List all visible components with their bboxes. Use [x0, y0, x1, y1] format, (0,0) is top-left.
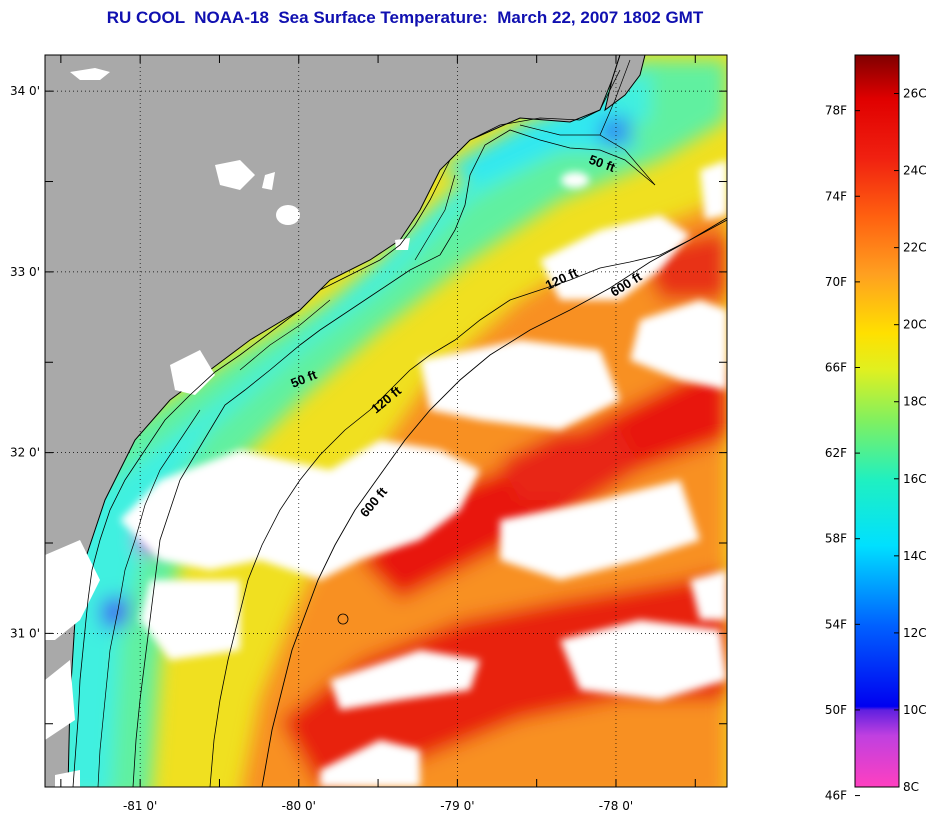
lat-label: 32 0' [10, 446, 40, 460]
colorbar-f-label: 70F [825, 275, 847, 289]
colorbar-c-label: 26C [903, 87, 927, 101]
colorbar-f-label: 78F [825, 104, 847, 118]
cloud-region-east-1 [540, 215, 690, 300]
colorbar-c-label: 16C [903, 472, 927, 486]
colorbar-f-label: 66F [825, 360, 847, 374]
colorbar-c-label: 12C [903, 626, 927, 640]
colorbar-c-label: 18C [903, 395, 927, 409]
cloud-region-mid [420, 340, 620, 430]
coastline-detail [72, 69, 621, 787]
lat-label: 33 0' [10, 265, 40, 279]
map-ticks [45, 55, 727, 787]
colorbar-fahrenheit-labels: 78F 74F 70F 66F 62F 58F 54F 50F 46F [825, 104, 860, 803]
colorbar-f-label: 74F [825, 189, 847, 203]
lon-label: -78 0' [599, 799, 633, 813]
isobath-50ft [132, 129, 656, 787]
colorbar-f-label: 54F [825, 617, 847, 631]
cloud-region-southwest [140, 580, 240, 660]
cloud-region-east-2 [630, 300, 727, 390]
colorbar-f-label: 58F [825, 532, 847, 546]
isobath-600ft [261, 217, 727, 787]
latitude-labels: 34 0' 33 0' 32 0' 31 0' [10, 84, 40, 640]
cold-spot-blue-3 [600, 115, 630, 145]
gulf-stream-red-3 [500, 430, 640, 500]
lon-label: -80 0' [282, 799, 316, 813]
small-ring [337, 613, 349, 625]
colorbar-c-label: 14C [903, 549, 927, 563]
lat-label: 31 0' [10, 626, 40, 640]
cloud-region-south-3 [320, 740, 420, 787]
gulf-stream-red-2 [280, 570, 727, 787]
cloud-region-e-small [690, 570, 727, 620]
cloud-region-center [500, 480, 700, 580]
cloud-spot-1 [561, 172, 589, 188]
colorbar-c-label: 24C [903, 164, 927, 178]
graticule [45, 55, 727, 787]
colorbar-gradient [854, 54, 900, 788]
lon-label: -79 0' [440, 799, 474, 813]
cold-spot-blue-2 [100, 595, 130, 630]
land-north-strip [604, 55, 646, 112]
colorbar-f-label: 50F [825, 703, 847, 717]
colorbar-celsius-labels: 26C 24C 22C 20C 18C 16C 14C 12C 10C 8C [894, 87, 927, 794]
longitude-labels: -81 0' -80 0' -79 0' -78 0' [123, 799, 633, 813]
colorbar-f-label: 62F [825, 446, 847, 460]
cloud-region-south [120, 440, 480, 580]
barrier-islands [97, 59, 656, 787]
colorbar-c-label: 20C [903, 318, 927, 332]
isobath-120ft [209, 219, 727, 787]
cloud-region-se [560, 620, 727, 700]
colorbar-c-label: 22C [903, 241, 927, 255]
map-frame [44, 54, 728, 788]
lat-label: 34 0' [10, 84, 40, 98]
cloud-region-ne [700, 160, 727, 220]
map-title: RU COOL NOAA-18 Sea Surface Temperature:… [106, 8, 704, 27]
colorbar-c-label: 10C [903, 703, 927, 717]
colorbar-c-label: 8C [903, 780, 919, 794]
colorbar-f-label: 46F [825, 789, 847, 803]
cloud-region-south-2 [330, 650, 480, 710]
lon-label: -81 0' [123, 799, 157, 813]
